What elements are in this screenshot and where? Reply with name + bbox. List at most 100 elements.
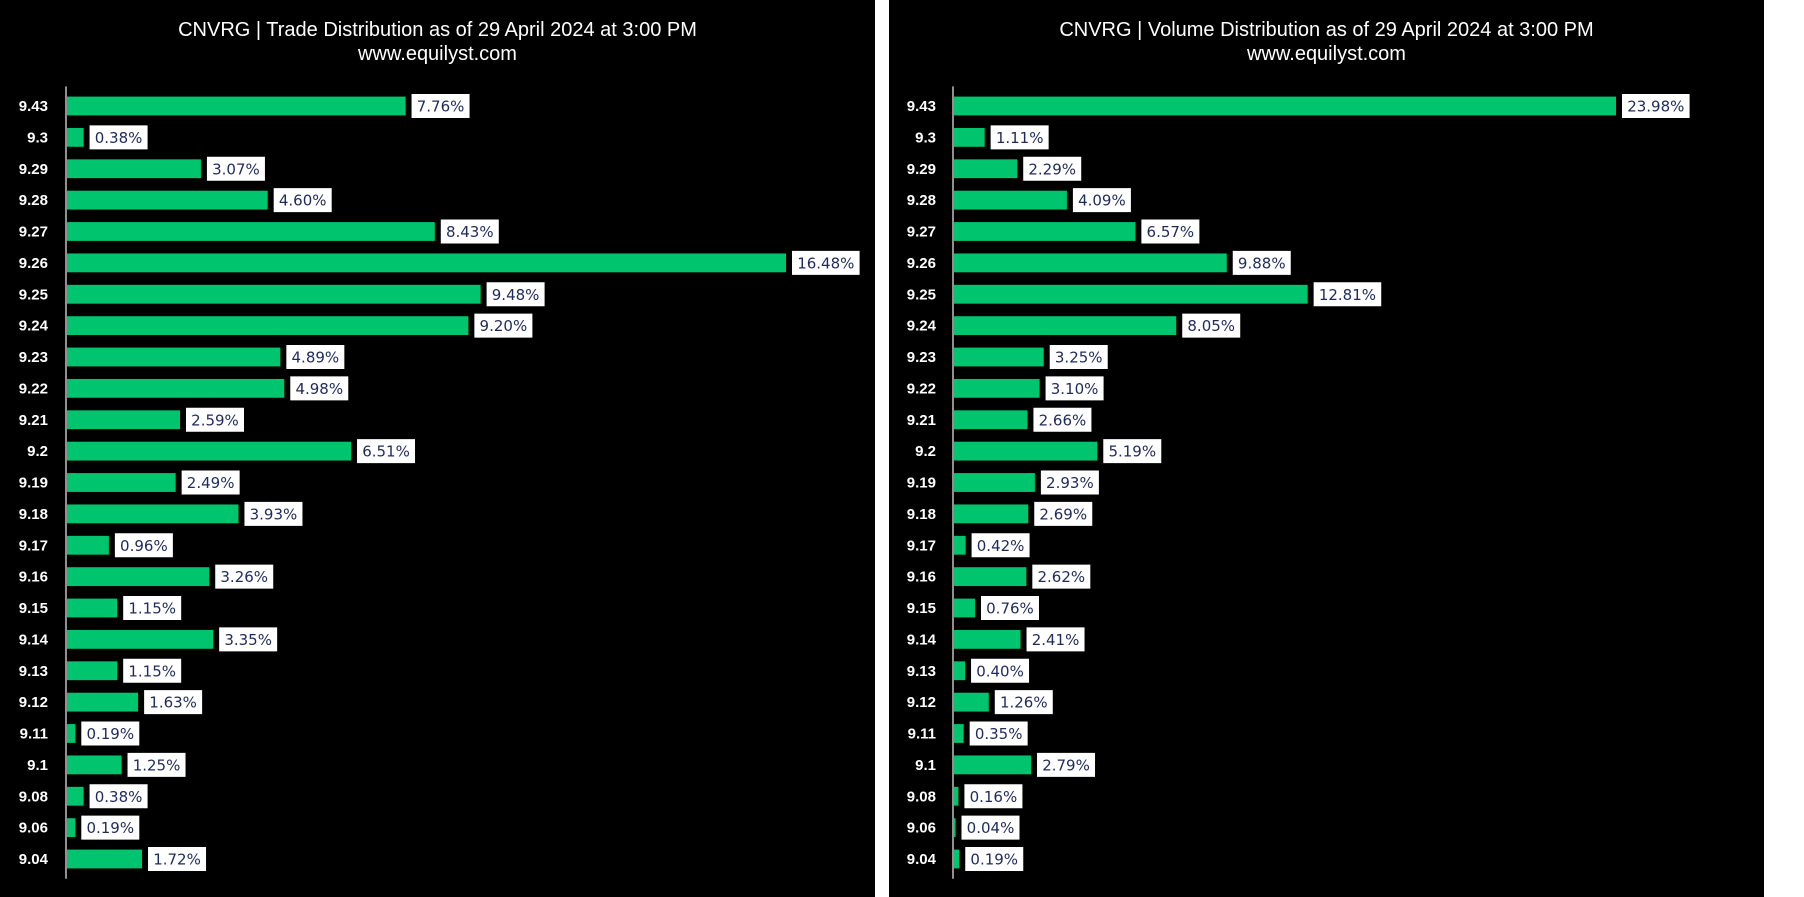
bar	[954, 849, 960, 869]
y-tick-label: 9.25	[907, 286, 936, 303]
data-label: 6.57%	[1147, 223, 1195, 241]
y-tick-label: 9.11	[908, 726, 936, 743]
data-label-box	[114, 533, 173, 558]
y-tick-label: 9.18	[19, 506, 48, 523]
data-label-box	[971, 658, 1030, 683]
data-label: 4.89%	[292, 349, 340, 367]
data-label: 3.26%	[220, 568, 268, 586]
data-label: 0.19%	[970, 851, 1018, 869]
data-label: 23.98%	[1627, 98, 1684, 116]
y-tick-label: 9.08	[19, 788, 48, 805]
y-tick-label: 9.26	[907, 255, 936, 272]
data-label: 3.35%	[224, 631, 272, 649]
data-label-box	[969, 721, 1028, 746]
data-label-box	[994, 690, 1053, 715]
bar	[954, 222, 1136, 241]
bar	[67, 410, 180, 430]
data-label: 1.72%	[153, 851, 201, 869]
y-tick-label: 9.1	[27, 757, 48, 774]
y-tick-label: 9.13	[19, 663, 48, 680]
y-tick-label: 9.19	[19, 475, 48, 492]
y-tick-label: 9.06	[19, 820, 48, 837]
data-label-box	[1023, 156, 1082, 181]
data-label-box	[961, 815, 1020, 840]
data-label-box	[440, 219, 499, 244]
y-tick-label: 9.04	[19, 851, 49, 868]
data-label-box	[127, 752, 186, 777]
data-label-box	[144, 690, 203, 715]
data-label-box	[1182, 313, 1241, 338]
bar	[954, 629, 1021, 649]
bar	[954, 378, 1040, 398]
bar	[67, 253, 786, 273]
data-label: 1.15%	[128, 662, 176, 680]
bar	[67, 127, 84, 147]
data-label: 2.66%	[1039, 411, 1087, 429]
bar	[954, 661, 966, 681]
data-label: 0.35%	[975, 725, 1023, 743]
y-tick-label: 9.29	[907, 161, 936, 178]
data-label-box	[81, 815, 140, 840]
bar	[67, 567, 210, 587]
bar	[954, 190, 1067, 210]
y-tick-label: 9.16	[19, 569, 48, 586]
data-label: 0.38%	[95, 129, 143, 147]
bar	[67, 441, 352, 461]
bar	[67, 598, 118, 618]
data-label-box	[215, 564, 274, 589]
data-label-box	[1072, 188, 1131, 213]
y-tick-label: 9.29	[19, 161, 48, 178]
data-label: 1.25%	[133, 756, 181, 774]
data-label-box	[1313, 282, 1382, 307]
data-label: 0.96%	[120, 537, 168, 555]
data-label: 2.29%	[1028, 160, 1076, 178]
y-tick-label: 9.17	[19, 537, 48, 554]
bar	[67, 378, 285, 398]
data-label: 2.69%	[1039, 505, 1087, 523]
bar	[954, 724, 964, 743]
data-label-box	[1026, 627, 1085, 652]
data-label: 3.93%	[250, 505, 298, 523]
data-label-box	[411, 94, 470, 118]
data-label-box	[286, 345, 345, 369]
data-label: 0.19%	[86, 819, 134, 837]
data-label-box	[206, 156, 265, 181]
y-tick-label: 9.43	[19, 98, 48, 115]
y-tick-label: 9.2	[915, 443, 936, 460]
data-label-box	[81, 721, 140, 746]
data-label: 3.10%	[1051, 380, 1099, 398]
trade-distribution-plot: 9.43 7.76% 9.3 0.38% 9.29 3.07% 9.28 4.60% 9.27 8…	[19, 86, 860, 879]
data-label-box	[273, 188, 332, 213]
y-tick-label: 9.21	[907, 412, 936, 429]
data-label: 1.11%	[996, 129, 1044, 147]
y-tick-label: 9.27	[907, 224, 936, 241]
data-label: 2.62%	[1038, 568, 1086, 586]
data-label: 4.09%	[1078, 192, 1126, 210]
bar	[954, 96, 1616, 116]
data-label-box	[1049, 345, 1108, 369]
data-label: 1.26%	[1000, 694, 1048, 712]
bar	[954, 127, 985, 147]
bar	[954, 786, 959, 806]
bar	[67, 316, 469, 336]
y-tick-label: 9.21	[19, 412, 48, 429]
bar	[67, 818, 76, 838]
data-label: 8.43%	[446, 223, 494, 241]
data-label: 5.19%	[1108, 443, 1156, 461]
data-label: 8.05%	[1187, 317, 1235, 335]
data-label-box	[1040, 470, 1099, 495]
y-tick-label: 9.24	[907, 318, 937, 335]
bar	[954, 410, 1028, 430]
y-tick-label: 9.17	[907, 537, 936, 554]
data-label-box	[990, 125, 1049, 150]
data-label: 2.93%	[1046, 474, 1094, 492]
bar	[67, 190, 268, 210]
bar	[67, 535, 109, 555]
data-label-box	[1032, 564, 1091, 589]
bar	[67, 724, 76, 743]
volume-distribution-panel: CNVRG | Volume Distribution as of 29 Apr…	[889, 0, 1764, 897]
data-label: 4.60%	[279, 192, 327, 210]
bar	[67, 629, 214, 649]
y-tick-label: 9.13	[907, 663, 936, 680]
bar	[954, 535, 966, 555]
